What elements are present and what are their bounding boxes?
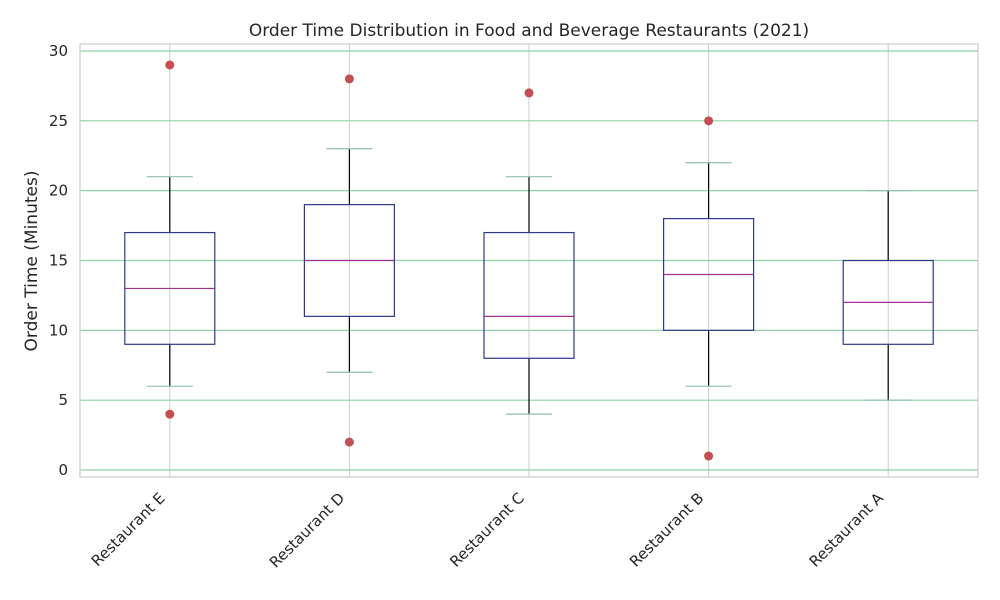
plot-frame	[79, 43, 979, 478]
y-tick-label: 20	[49, 182, 68, 200]
outlier-point	[524, 88, 534, 98]
y-tick-label: 25	[49, 112, 68, 130]
y-tick-label: 0	[58, 461, 68, 479]
box-group	[842, 190, 934, 401]
x-tick-label: Restaurant E	[88, 489, 169, 570]
outlier-point	[704, 451, 714, 461]
box-group	[483, 88, 575, 415]
outlier-point	[165, 60, 175, 70]
x-tick-label: Restaurant C	[446, 489, 528, 571]
box-group	[662, 116, 755, 461]
outlier-point	[344, 437, 354, 447]
x-tick-label: Restaurant B	[626, 489, 707, 570]
chart-title: Order Time Distribution in Food and Beve…	[249, 21, 809, 41]
box-group	[303, 74, 395, 447]
y-tick-label: 30	[49, 42, 68, 60]
y-tick-label: 15	[49, 252, 68, 270]
box-group	[124, 60, 216, 419]
outlier-point	[704, 116, 714, 126]
y-tick-label: 5	[58, 391, 68, 409]
outlier-point	[344, 74, 354, 84]
y-tick-label: 10	[49, 321, 68, 339]
outlier-point	[165, 409, 175, 419]
y-axis-label: Order Time (Minutes)	[22, 171, 42, 352]
x-tick-labels: Restaurant E Restaurant D Restaurant C Rest…	[88, 489, 888, 572]
x-tick-label: Restaurant D	[266, 489, 348, 571]
iqr-box	[483, 231, 575, 359]
x-tick-label: Restaurant A	[806, 489, 888, 571]
y-tick-labels: 0 5 10 15 20 25 30	[49, 42, 68, 479]
boxes-layer	[124, 60, 934, 461]
